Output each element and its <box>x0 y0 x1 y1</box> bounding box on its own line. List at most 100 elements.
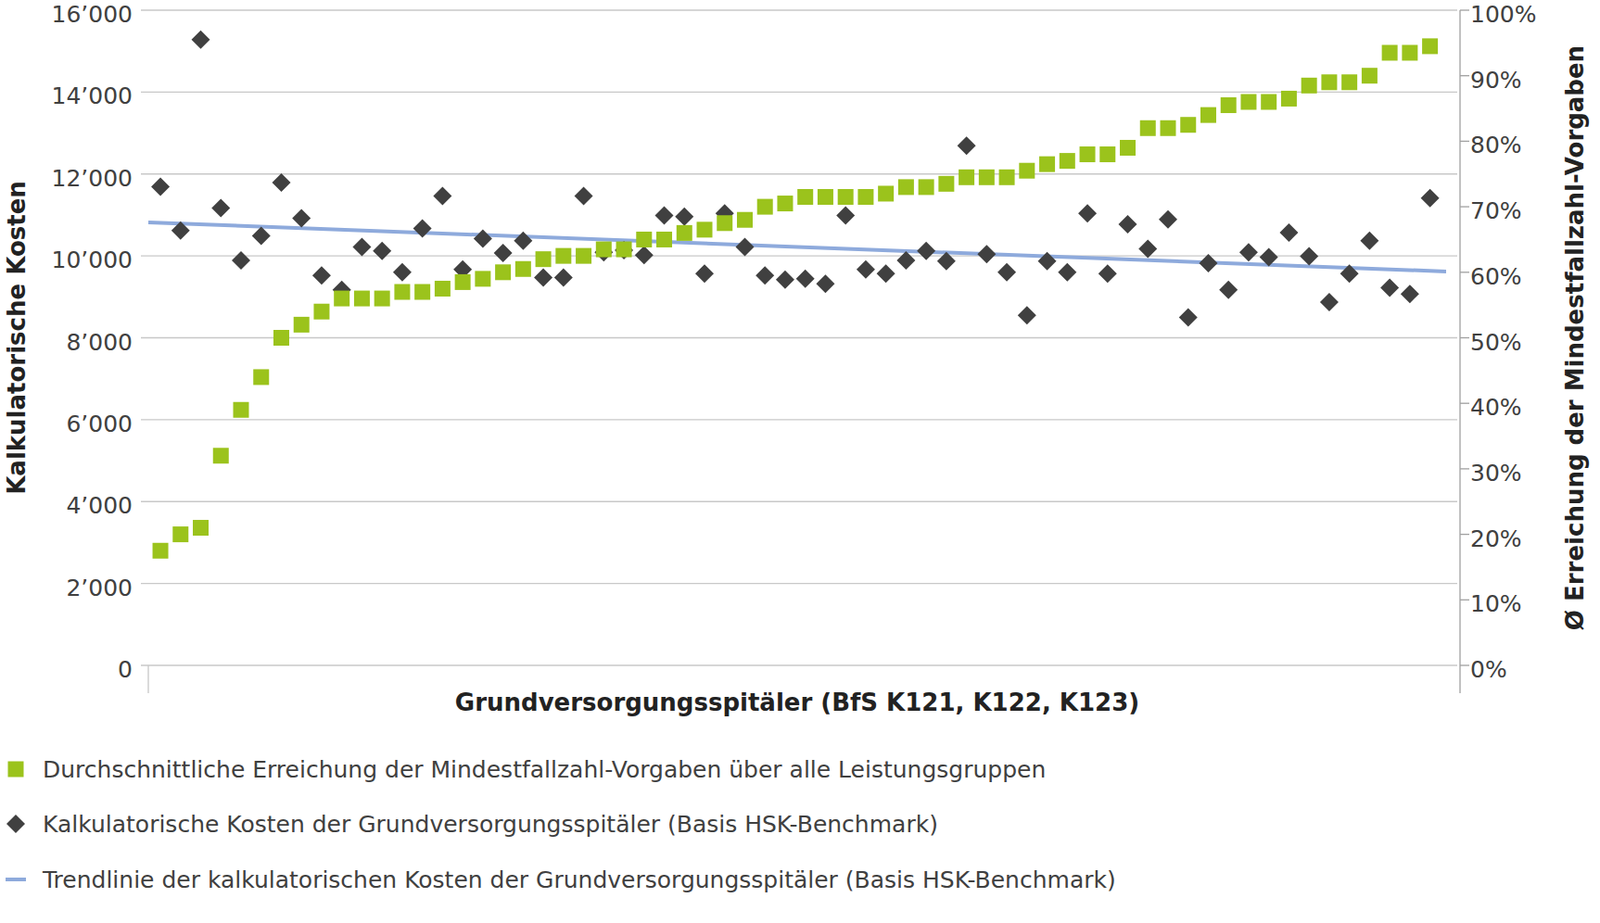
y2-tick-label: 30% <box>1470 459 1523 487</box>
legend-label: Kalkulatorische Kosten der Grundversorgu… <box>42 811 939 839</box>
legend-swatch <box>8 761 25 778</box>
square-point <box>999 169 1016 186</box>
grid-line <box>140 173 1458 175</box>
square-point <box>434 280 451 297</box>
diamond-point <box>1380 279 1399 298</box>
square-point <box>616 241 633 258</box>
y2-tick-label: 50% <box>1470 329 1523 356</box>
diamond-point <box>916 241 936 261</box>
y2-tick <box>1460 599 1470 601</box>
square-point <box>313 304 330 320</box>
square-point <box>1180 116 1196 133</box>
diamond-point <box>775 270 795 290</box>
legend-label: Durchschnittliche Erreichung der Mindest… <box>42 756 1046 784</box>
diamond-point <box>1057 263 1077 282</box>
square-point <box>1099 146 1116 163</box>
square-point <box>535 251 552 267</box>
square-point <box>414 284 431 301</box>
grid-line <box>140 254 1458 256</box>
square-point <box>1301 77 1318 94</box>
square-point <box>333 291 350 307</box>
diamond-point <box>1098 264 1118 283</box>
square-point <box>253 368 269 385</box>
legend-item: Durchschnittliche Erreichung der Mindest… <box>8 756 1047 784</box>
square-point <box>596 241 612 258</box>
grid-line <box>140 583 1458 585</box>
diamond-point <box>896 251 915 270</box>
square-point <box>575 248 592 265</box>
square-point <box>495 264 511 280</box>
y2-tick-label: 100% <box>1470 0 1537 28</box>
diamond-point <box>876 264 896 283</box>
square-point <box>455 274 471 291</box>
y-tick-label: 12’000 <box>51 165 133 192</box>
diamond-point <box>1138 240 1157 259</box>
diamond-point <box>171 221 191 241</box>
square-point <box>393 284 410 301</box>
y2-tick-label: 70% <box>1470 197 1523 225</box>
square-point <box>1059 152 1076 169</box>
square-point <box>1119 139 1136 156</box>
square-point <box>213 447 229 464</box>
square-point <box>293 317 310 333</box>
y2-axis-line <box>1459 10 1461 694</box>
square-point <box>1281 90 1297 107</box>
plot-area <box>148 30 1447 559</box>
y2-tick-label: 60% <box>1470 263 1523 291</box>
square-point <box>1140 120 1156 137</box>
square-point <box>817 189 834 205</box>
square-point <box>697 221 713 238</box>
diamond-point <box>574 187 594 206</box>
square-point <box>1361 67 1378 84</box>
axis-line <box>147 665 149 694</box>
diamond-point <box>755 266 775 285</box>
diamond-point <box>372 241 392 261</box>
diamond-point <box>271 173 291 192</box>
square-point <box>676 225 693 242</box>
y2-tick <box>1460 337 1470 339</box>
square-point <box>1341 74 1358 90</box>
legend-label: Trendlinie der kalkulatorischen Kosten d… <box>41 866 1117 894</box>
diamond-point <box>856 260 876 280</box>
y-tick-label: 2’000 <box>65 574 133 602</box>
diamond-point <box>1179 307 1198 327</box>
grid-line <box>140 419 1458 420</box>
square-point <box>797 189 813 205</box>
diamond-point <box>614 241 634 260</box>
square-point <box>898 178 915 195</box>
diamond-point <box>1340 264 1359 283</box>
diamond-point <box>1259 247 1279 267</box>
diamond-point <box>634 245 654 265</box>
diamond-point <box>674 207 694 227</box>
diamond-point <box>533 268 553 288</box>
diamond-point <box>1017 305 1037 325</box>
y2-tick-label: 80% <box>1470 131 1523 159</box>
square-point <box>838 189 854 205</box>
y2-tick <box>1460 403 1470 405</box>
y2-tick <box>1460 533 1470 535</box>
square-point <box>656 231 673 248</box>
legend-swatch <box>6 814 26 834</box>
diamond-point <box>796 269 815 289</box>
y2-tick <box>1460 205 1470 207</box>
diamond-point <box>1118 215 1138 234</box>
y2-tick-label: 90% <box>1470 66 1523 94</box>
square-point <box>1200 107 1217 124</box>
diamond-point <box>695 264 714 283</box>
square-point <box>716 215 733 231</box>
grid-line <box>140 337 1458 339</box>
grid-line <box>140 91 1458 93</box>
square-point <box>1260 93 1277 110</box>
square-point <box>172 526 189 543</box>
square-point <box>918 178 935 195</box>
diamond-point <box>1279 223 1298 242</box>
diamond-point <box>1078 203 1097 223</box>
diamond-point <box>1421 189 1440 208</box>
diamond-point <box>997 263 1016 282</box>
y-tick-label: 16’000 <box>51 0 133 28</box>
square-point <box>776 195 793 212</box>
y2-tick-label: 10% <box>1470 590 1523 618</box>
y2-tick <box>1460 664 1470 666</box>
square-point <box>938 176 954 192</box>
square-point <box>736 212 753 229</box>
